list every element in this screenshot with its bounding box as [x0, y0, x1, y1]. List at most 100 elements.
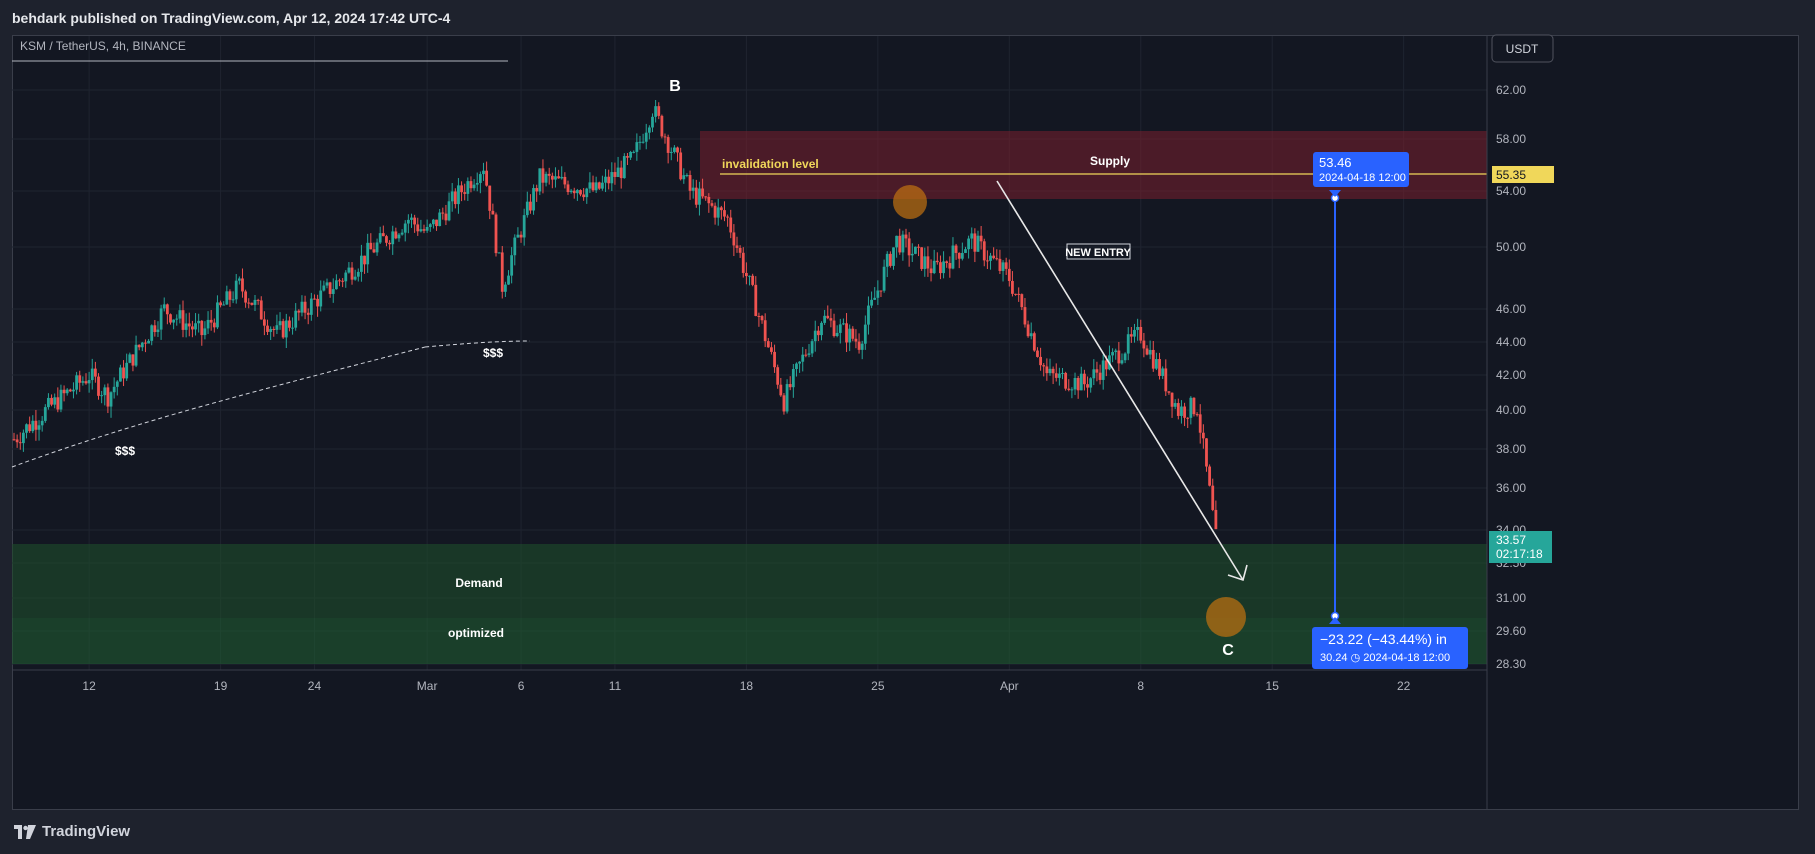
candle-body: [644, 132, 648, 142]
candle-body: [162, 304, 166, 309]
candle-body: [657, 106, 661, 116]
measure-change: −23.22 (−43.44%) in: [1320, 631, 1447, 647]
candle-body: [1123, 353, 1127, 361]
candle-body: [372, 249, 376, 253]
candle-body: [31, 420, 35, 432]
candle-body: [441, 212, 445, 214]
candle-body: [297, 310, 301, 313]
candle-body: [15, 439, 19, 443]
candle-body: [1004, 262, 1008, 269]
candle-body: [760, 316, 764, 321]
candle-body: [660, 115, 664, 137]
candle-body: [1186, 417, 1190, 419]
candle-body: [779, 384, 783, 396]
candle-body: [491, 210, 495, 215]
candle-body: [1095, 369, 1099, 373]
candle-body: [366, 242, 370, 265]
candle-body: [773, 351, 776, 368]
candle-body: [478, 174, 482, 183]
last-price-tag: [1489, 531, 1552, 563]
time-tick: 18: [740, 679, 754, 693]
candle-body: [1011, 280, 1014, 294]
candle-body: [244, 291, 248, 303]
candle-body: [78, 375, 82, 383]
candle-body: [475, 182, 479, 185]
demand-label: Demand: [455, 576, 502, 590]
candle-body: [923, 256, 927, 269]
candle-body: [1029, 333, 1033, 337]
candle-body: [122, 367, 125, 379]
candle-body: [879, 290, 883, 292]
candle-body: [300, 301, 304, 313]
candle-body: [385, 236, 388, 243]
wave-label-b: B: [669, 78, 681, 95]
candle-body: [128, 354, 132, 363]
candle-body: [663, 136, 667, 138]
candle-body: [995, 258, 999, 260]
candle-body: [707, 196, 711, 204]
time-tick: 19: [214, 679, 228, 693]
candle-body: [622, 156, 626, 179]
price-tick: 44.00: [1496, 335, 1526, 349]
candle-body: [519, 234, 523, 238]
candle-body: [541, 168, 545, 183]
candle-body: [106, 387, 110, 407]
candle-body: [848, 328, 852, 343]
candle-body: [325, 282, 329, 286]
tradingview-brand[interactable]: TradingView: [14, 823, 130, 840]
candle-body: [256, 299, 260, 301]
candle-body: [901, 234, 905, 253]
invalidation-price-text: 55.35: [1496, 168, 1526, 182]
candle-body: [960, 252, 964, 259]
candle-body: [241, 278, 244, 292]
candle-body: [447, 201, 451, 221]
candle-body: [303, 301, 307, 313]
candle-body: [1155, 359, 1158, 369]
candle-body: [469, 181, 473, 189]
candle-body: [403, 223, 407, 233]
candle-body: [816, 330, 820, 336]
low-marker-circle: [1206, 597, 1246, 637]
candle-body: [363, 255, 366, 265]
candle-body: [992, 255, 996, 259]
candle-body: [842, 323, 845, 325]
candle-body: [785, 384, 789, 412]
candle-body: [691, 187, 695, 191]
candle-body: [973, 233, 977, 252]
candle-body: [751, 275, 755, 285]
candle-body: [585, 188, 589, 198]
candle-body: [269, 328, 273, 332]
candle-body: [1014, 293, 1017, 295]
candle-body: [1120, 360, 1124, 364]
candle-body: [550, 175, 554, 180]
candle-body: [494, 214, 498, 254]
candle-body: [1048, 368, 1052, 374]
candle-body: [428, 224, 432, 228]
candle-body: [172, 319, 176, 323]
candle-body: [272, 328, 276, 330]
candle-body: [1170, 392, 1174, 407]
measure-end-info: 30.24 ◷ 2024-04-18 12:00: [1320, 652, 1450, 664]
candle-body: [181, 310, 185, 330]
tradingview-logo-icon: [14, 824, 36, 839]
measure-end-arrow: [1329, 617, 1341, 624]
candle-body: [34, 420, 38, 430]
candle-body: [1042, 365, 1046, 367]
candle-body: [237, 278, 241, 281]
candle-body: [266, 325, 269, 332]
demand-zone: [12, 544, 1487, 618]
candle-body: [885, 253, 889, 267]
candle-body: [137, 344, 141, 348]
candle-body: [976, 235, 980, 252]
candle-body: [12, 439, 16, 441]
candle-body: [1173, 403, 1177, 407]
candle-body: [729, 217, 733, 233]
candle-body: [216, 302, 219, 328]
candle-body: [532, 188, 535, 211]
time-tick: 12: [82, 679, 96, 693]
candle-body: [1067, 388, 1071, 390]
candle-body: [169, 314, 172, 323]
candle-body: [666, 137, 670, 153]
candle-body: [857, 341, 861, 350]
